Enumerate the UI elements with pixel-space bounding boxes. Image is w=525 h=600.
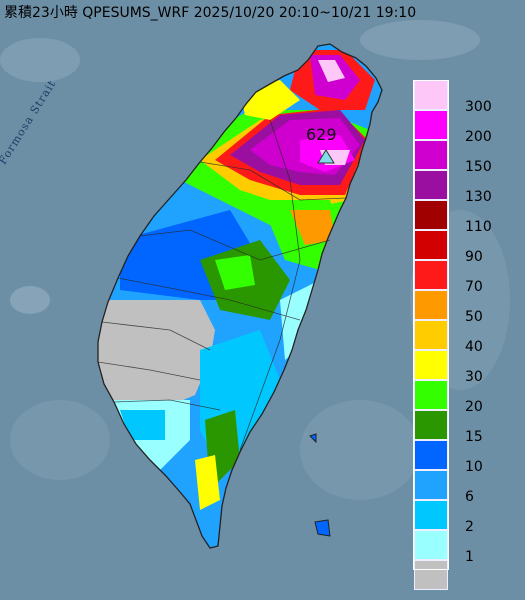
legend-row: 2 <box>413 500 513 534</box>
legend-row: 30 <box>413 350 513 384</box>
legend-swatch <box>414 440 448 470</box>
legend-swatch <box>414 350 448 380</box>
legend-label: 15 <box>465 429 483 445</box>
legend-label: 110 <box>465 219 492 235</box>
green-island <box>314 519 331 537</box>
legend-swatch <box>414 170 448 200</box>
legend-label: 300 <box>465 99 492 115</box>
legend-row: 110 <box>413 200 513 234</box>
legend-label: 150 <box>465 159 492 175</box>
rainfall-legend: 300 200 150 130 110 90 70 50 40 30 20 15 10 6 2 1 <box>413 80 513 590</box>
legend-row: 40 <box>413 320 513 354</box>
legend-swatch <box>414 500 448 530</box>
legend-swatch <box>414 110 448 140</box>
legend-label: 30 <box>465 369 483 385</box>
legend-label: 2 <box>465 519 474 535</box>
legend-row: 6 <box>413 470 513 504</box>
legend-label: 90 <box>465 249 483 265</box>
legend-row: 90 <box>413 230 513 264</box>
legend-row: 50 <box>413 290 513 324</box>
legend-swatch <box>414 80 448 110</box>
legend-row: 15 <box>413 410 513 444</box>
map-title: 累積23小時 QPESUMS_WRF 2025/10/20 20:10~10/2… <box>4 5 417 21</box>
legend-label: 130 <box>465 189 492 205</box>
legend-label: 200 <box>465 129 492 145</box>
legend-row <box>413 560 513 590</box>
legend-swatch <box>414 320 448 350</box>
legend-row: 200 <box>413 110 513 144</box>
legend-swatch <box>414 290 448 320</box>
legend-row: 300 <box>413 80 513 114</box>
legend-label: 10 <box>465 459 483 475</box>
legend-label: 6 <box>465 489 474 505</box>
legend-label: 70 <box>465 279 483 295</box>
legend-swatch <box>414 260 448 290</box>
legend-swatch <box>414 380 448 410</box>
legend-row: 70 <box>413 260 513 294</box>
max-rainfall-label: 629 <box>306 125 337 144</box>
legend-row: 1 <box>413 530 513 564</box>
legend-swatch <box>414 410 448 440</box>
legend-label: 40 <box>465 339 483 355</box>
legend-swatch <box>414 140 448 170</box>
legend-swatch <box>414 470 448 500</box>
legend-label: 1 <box>465 549 474 565</box>
legend-swatch <box>414 230 448 260</box>
legend-label: 20 <box>465 399 483 415</box>
cloud-texture <box>0 20 510 500</box>
legend-swatch <box>414 560 448 590</box>
legend-label: 50 <box>465 309 483 325</box>
legend-row: 150 <box>413 140 513 174</box>
county-borders <box>97 119 347 451</box>
max-rainfall-marker-icon <box>317 149 335 164</box>
legend-row: 20 <box>413 380 513 414</box>
legend-swatch <box>414 530 448 560</box>
legend-swatch <box>414 200 448 230</box>
lanyu-island <box>309 433 317 444</box>
legend-row: 10 <box>413 440 513 474</box>
legend-row: 130 <box>413 170 513 204</box>
